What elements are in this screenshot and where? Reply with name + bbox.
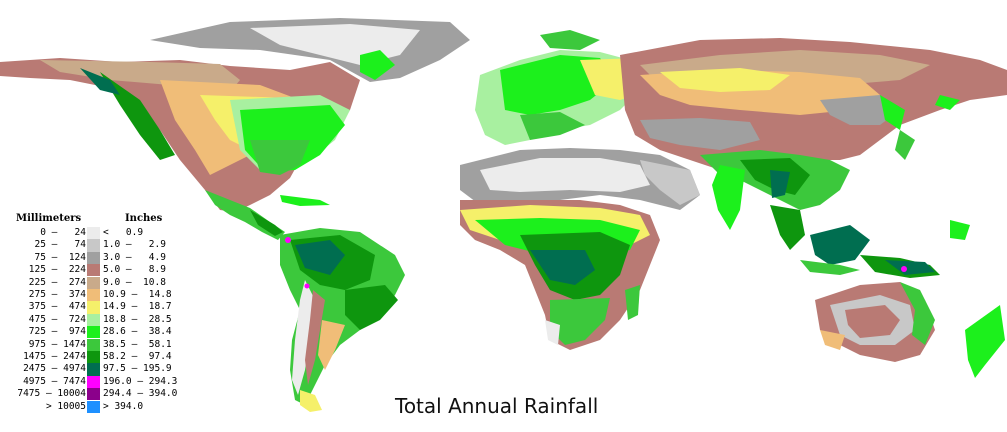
- legend-row: > 10005 > 394.0: [0, 400, 200, 413]
- legend-mm-header: Millimeters: [16, 213, 82, 224]
- legend-mm-range: 275 – 374: [28, 289, 86, 300]
- legend-in-range: 97.5 – 195.9: [103, 363, 172, 375]
- legend-swatch: [87, 264, 100, 277]
- legend-swatch: [87, 251, 100, 265]
- legend-in-range: 1.0 – 2.9: [103, 239, 166, 251]
- legend-in-range: < 0.9: [103, 227, 144, 238]
- legend-row: 4975 – 7474 196.0 – 294.3: [0, 375, 200, 389]
- legend-in-range: 28.6 – 38.4: [103, 326, 172, 338]
- legend-row: 475 – 724 18.8 – 28.5: [0, 313, 200, 327]
- north-america: [0, 50, 395, 212]
- legend-in-range: 14.9 – 18.7: [103, 301, 172, 313]
- legend-mm-range: 7475 – 10004: [17, 388, 86, 400]
- legend-swatch: [87, 388, 100, 401]
- legend-row: 975 – 1474 38.5 – 58.1: [0, 338, 200, 351]
- map-title: Total Annual Rainfall: [395, 394, 599, 418]
- legend-in-range: 58.2 – 97.4: [103, 351, 172, 362]
- legend-mm-range: 2475 – 4974: [23, 363, 86, 375]
- legend-in-range: 18.8 – 28.5: [103, 313, 172, 325]
- legend-row: 7475 – 10004 294.4 – 394.0: [0, 388, 200, 401]
- legend-mm-range: 1475 – 2474: [23, 351, 86, 362]
- legend-mm-range: 725 – 974: [28, 326, 86, 338]
- legend-mm-range: > 10005: [45, 400, 86, 412]
- europe: [475, 30, 650, 145]
- legend-swatch: [87, 351, 100, 364]
- legend-in-range: 9.0 – 10.8: [103, 276, 166, 288]
- legend-in-range: 5.0 – 8.9: [103, 264, 166, 276]
- legend-row: 725 – 974 28.6 – 38.4: [0, 326, 200, 339]
- legend-row: 275 – 374 10.9 – 14.8: [0, 289, 200, 302]
- legend-mm-range: 25 – 74: [34, 239, 86, 251]
- legend-swatch: [87, 400, 100, 413]
- australia: [815, 282, 1005, 378]
- legend-row: 0 – 24 < 0.9: [0, 227, 200, 240]
- legend-row: 25 – 74 1.0 – 2.9: [0, 239, 200, 252]
- legend-in-range: 38.5 – 58.1: [103, 338, 172, 350]
- legend-row: 1475 – 2474 58.2 – 97.4: [0, 351, 200, 364]
- legend-mm-range: 475 – 724: [28, 313, 86, 325]
- legend-in-range: 196.0 – 294.3: [103, 375, 178, 387]
- legend-mm-range: 0 – 24: [40, 227, 86, 238]
- sahara-arabia: [460, 148, 700, 210]
- legend-swatch: [87, 301, 100, 314]
- asia: [620, 38, 1007, 230]
- legend-swatch: [87, 313, 100, 327]
- central-america: [205, 190, 330, 240]
- southeast-asia: [770, 205, 970, 278]
- legend-mm-range: 75 – 124: [34, 251, 86, 263]
- legend-row: 225 – 274 9.0 – 10.8: [0, 276, 200, 289]
- legend-swatch: [87, 276, 100, 289]
- legend-in-range: > 394.0: [103, 400, 144, 412]
- legend-row: 125 – 224 5.0 – 8.9: [0, 264, 200, 277]
- legend-mm-range: 975 – 1474: [28, 338, 86, 350]
- legend-swatch: [87, 326, 100, 339]
- legend-in-range: 3.0 – 4.9: [103, 251, 166, 263]
- legend-mm-range: 375 – 474: [28, 301, 86, 313]
- legend-row: 75 – 124 3.0 – 4.9: [0, 251, 200, 265]
- legend-mm-range: 125 – 224: [28, 264, 86, 276]
- legend-swatch: [87, 363, 100, 376]
- legend-in-range: 10.9 – 14.8: [103, 289, 172, 300]
- legend-mm-range: 4975 – 7474: [23, 375, 86, 387]
- legend-swatch: [87, 375, 100, 389]
- legend-swatch: [87, 239, 100, 252]
- legend-row: 375 – 474 14.9 – 18.7: [0, 301, 200, 314]
- legend-row: 2475 – 4974 97.5 – 195.9: [0, 363, 200, 376]
- legend-swatch: [87, 289, 100, 302]
- south-america: [280, 228, 405, 412]
- africa: [460, 200, 660, 350]
- legend-mm-range: 225 – 274: [28, 276, 86, 288]
- legend-in-header: Inches: [125, 213, 163, 224]
- legend-swatch: [87, 338, 100, 351]
- legend-in-range: 294.4 – 394.0: [103, 388, 178, 400]
- legend-swatch: [87, 227, 100, 240]
